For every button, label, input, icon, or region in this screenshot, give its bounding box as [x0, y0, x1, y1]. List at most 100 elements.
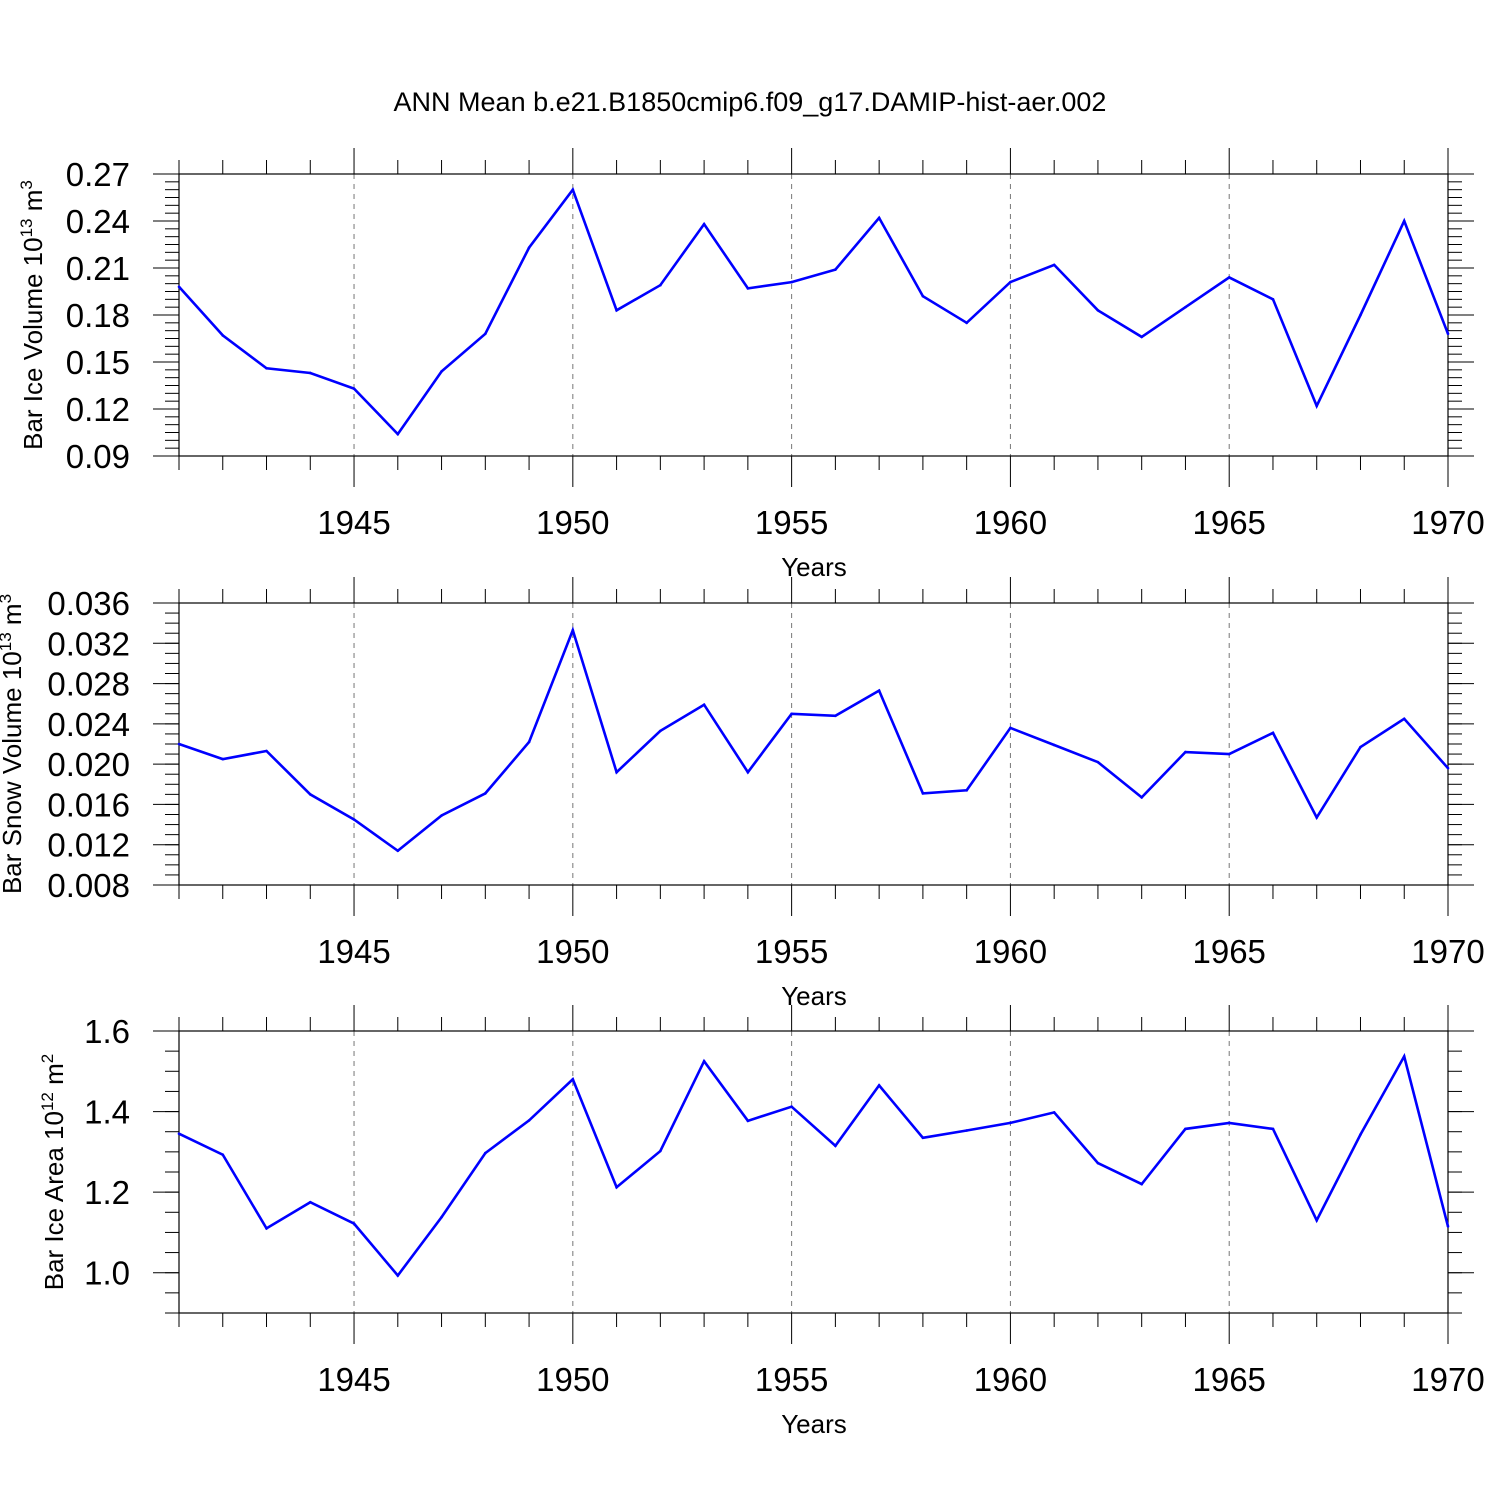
y-tick-label: 0.028 [47, 666, 130, 703]
panel-ice-area: 1945 1950 1955 1960 1965 1970 Years 1.0 1.2 1.4 1.… [38, 1005, 1485, 1439]
data-point [527, 246, 531, 249]
data-point [1140, 796, 1143, 799]
x-tick-label: 1960 [974, 504, 1047, 541]
series-line [178, 626, 1449, 853]
data-point [352, 387, 356, 390]
data-point [659, 1149, 662, 1153]
x-tick-label: 1955 [755, 1361, 828, 1398]
y-axis-title-part: Bar Ice Area 10 [39, 1111, 69, 1290]
y-axis-title-part: m [0, 603, 27, 632]
y-tick-label: 0.016 [47, 786, 130, 823]
data-point [221, 334, 225, 337]
data-point [1227, 1121, 1231, 1125]
x-tick-label: 1970 [1411, 504, 1484, 541]
panel-ice-volume: 1945 1950 1955 1960 1965 1970 Years 0.09 0.12 0.1… [17, 148, 1485, 582]
data-point [1446, 766, 1450, 770]
data-point [396, 849, 400, 853]
y-tick-label: 0.24 [66, 203, 130, 240]
y-tick-label: 0.024 [47, 706, 130, 743]
x-axis-title: Years [781, 1409, 847, 1439]
data-point [352, 818, 356, 821]
y-tick-label: 0.12 [66, 391, 130, 428]
data-point [1096, 760, 1100, 764]
data-point [790, 1105, 793, 1109]
data-point [1096, 1161, 1100, 1165]
y-axis-title-part: 3 [17, 180, 36, 189]
data-point [308, 793, 312, 796]
data-point [265, 749, 268, 753]
plot-frame [178, 602, 1449, 886]
data-point [1052, 743, 1056, 747]
y-axis-title-part: 13 [17, 218, 36, 237]
y-axis-title-part: m [18, 190, 48, 219]
data-point [1315, 816, 1319, 819]
data-point [834, 714, 837, 718]
plot-frame [178, 173, 1449, 457]
data-point [1271, 731, 1275, 735]
data-point [659, 729, 662, 733]
data-point [702, 703, 706, 707]
data-point [527, 1119, 531, 1122]
data-point [659, 283, 662, 287]
data-point [834, 268, 837, 271]
x-tick-label: 1965 [1192, 1361, 1265, 1398]
x-tick-label: 1950 [536, 933, 609, 970]
data-point [571, 188, 575, 191]
x-tick-label: 1960 [974, 933, 1047, 970]
x-tick-label: 1965 [1192, 504, 1265, 541]
y-axis-title-part: 12 [38, 1092, 57, 1111]
data-point [484, 1151, 487, 1155]
data-point [308, 1200, 312, 1204]
x-tick-label: 1970 [1411, 933, 1484, 970]
y-axis-title-part: 2 [38, 1054, 57, 1063]
y-axis-title: Bar Ice Volume 1013 m3 [17, 180, 48, 450]
y-axis-title-part: Bar Snow Volume 10 [0, 651, 27, 894]
data-point [1402, 1055, 1406, 1058]
data-point [921, 792, 925, 795]
x-tick-label: 1965 [1192, 933, 1265, 970]
data-point [571, 1078, 575, 1081]
y-tick-label: 0.18 [66, 297, 130, 334]
data-point [177, 285, 181, 289]
data-point [1096, 309, 1100, 312]
data-point [1271, 1127, 1275, 1131]
chart-title: ANN Mean b.e21.B1850cmip6.f09_g17.DAMIP-… [394, 87, 1107, 117]
data-point [1227, 276, 1231, 279]
series-line [178, 1052, 1450, 1278]
data-point [308, 371, 312, 375]
series-line [178, 187, 1450, 437]
y-tick-label: 0.012 [47, 827, 130, 864]
data-point [965, 321, 968, 325]
data-point [527, 740, 531, 744]
data-point [921, 1136, 925, 1140]
data-point [1402, 219, 1406, 223]
data-point [1402, 717, 1406, 721]
x-tick-label: 1945 [317, 504, 390, 541]
y-axis-title-part: Bar Ice Volume 10 [18, 237, 48, 449]
data-point [1184, 305, 1187, 309]
data-point [484, 792, 487, 795]
data-point [834, 1144, 837, 1148]
data-point [1315, 404, 1319, 408]
y-tick-label: 0.032 [47, 625, 130, 662]
data-point [1052, 263, 1056, 267]
data-point [615, 1186, 618, 1189]
data-point [921, 294, 925, 298]
data-point [440, 814, 443, 817]
y-tick-label: 0.008 [47, 867, 130, 904]
y-tick-label: 0.27 [66, 156, 130, 193]
data-point [396, 1274, 400, 1277]
y-tick-label: 1.2 [84, 1174, 130, 1211]
y-tick-label: 0.020 [47, 746, 130, 783]
data-point [1009, 726, 1012, 730]
data-point [1359, 745, 1362, 749]
data-point [615, 309, 618, 312]
x-tick-label: 1945 [317, 1361, 390, 1398]
x-axis-title: Years [781, 981, 847, 1011]
y-tick-label: 0.21 [66, 250, 130, 287]
y-axis-title-part: m [39, 1063, 69, 1092]
data-point [877, 1084, 881, 1087]
data-point [965, 1129, 968, 1132]
y-tick-label: 0.09 [66, 438, 130, 475]
